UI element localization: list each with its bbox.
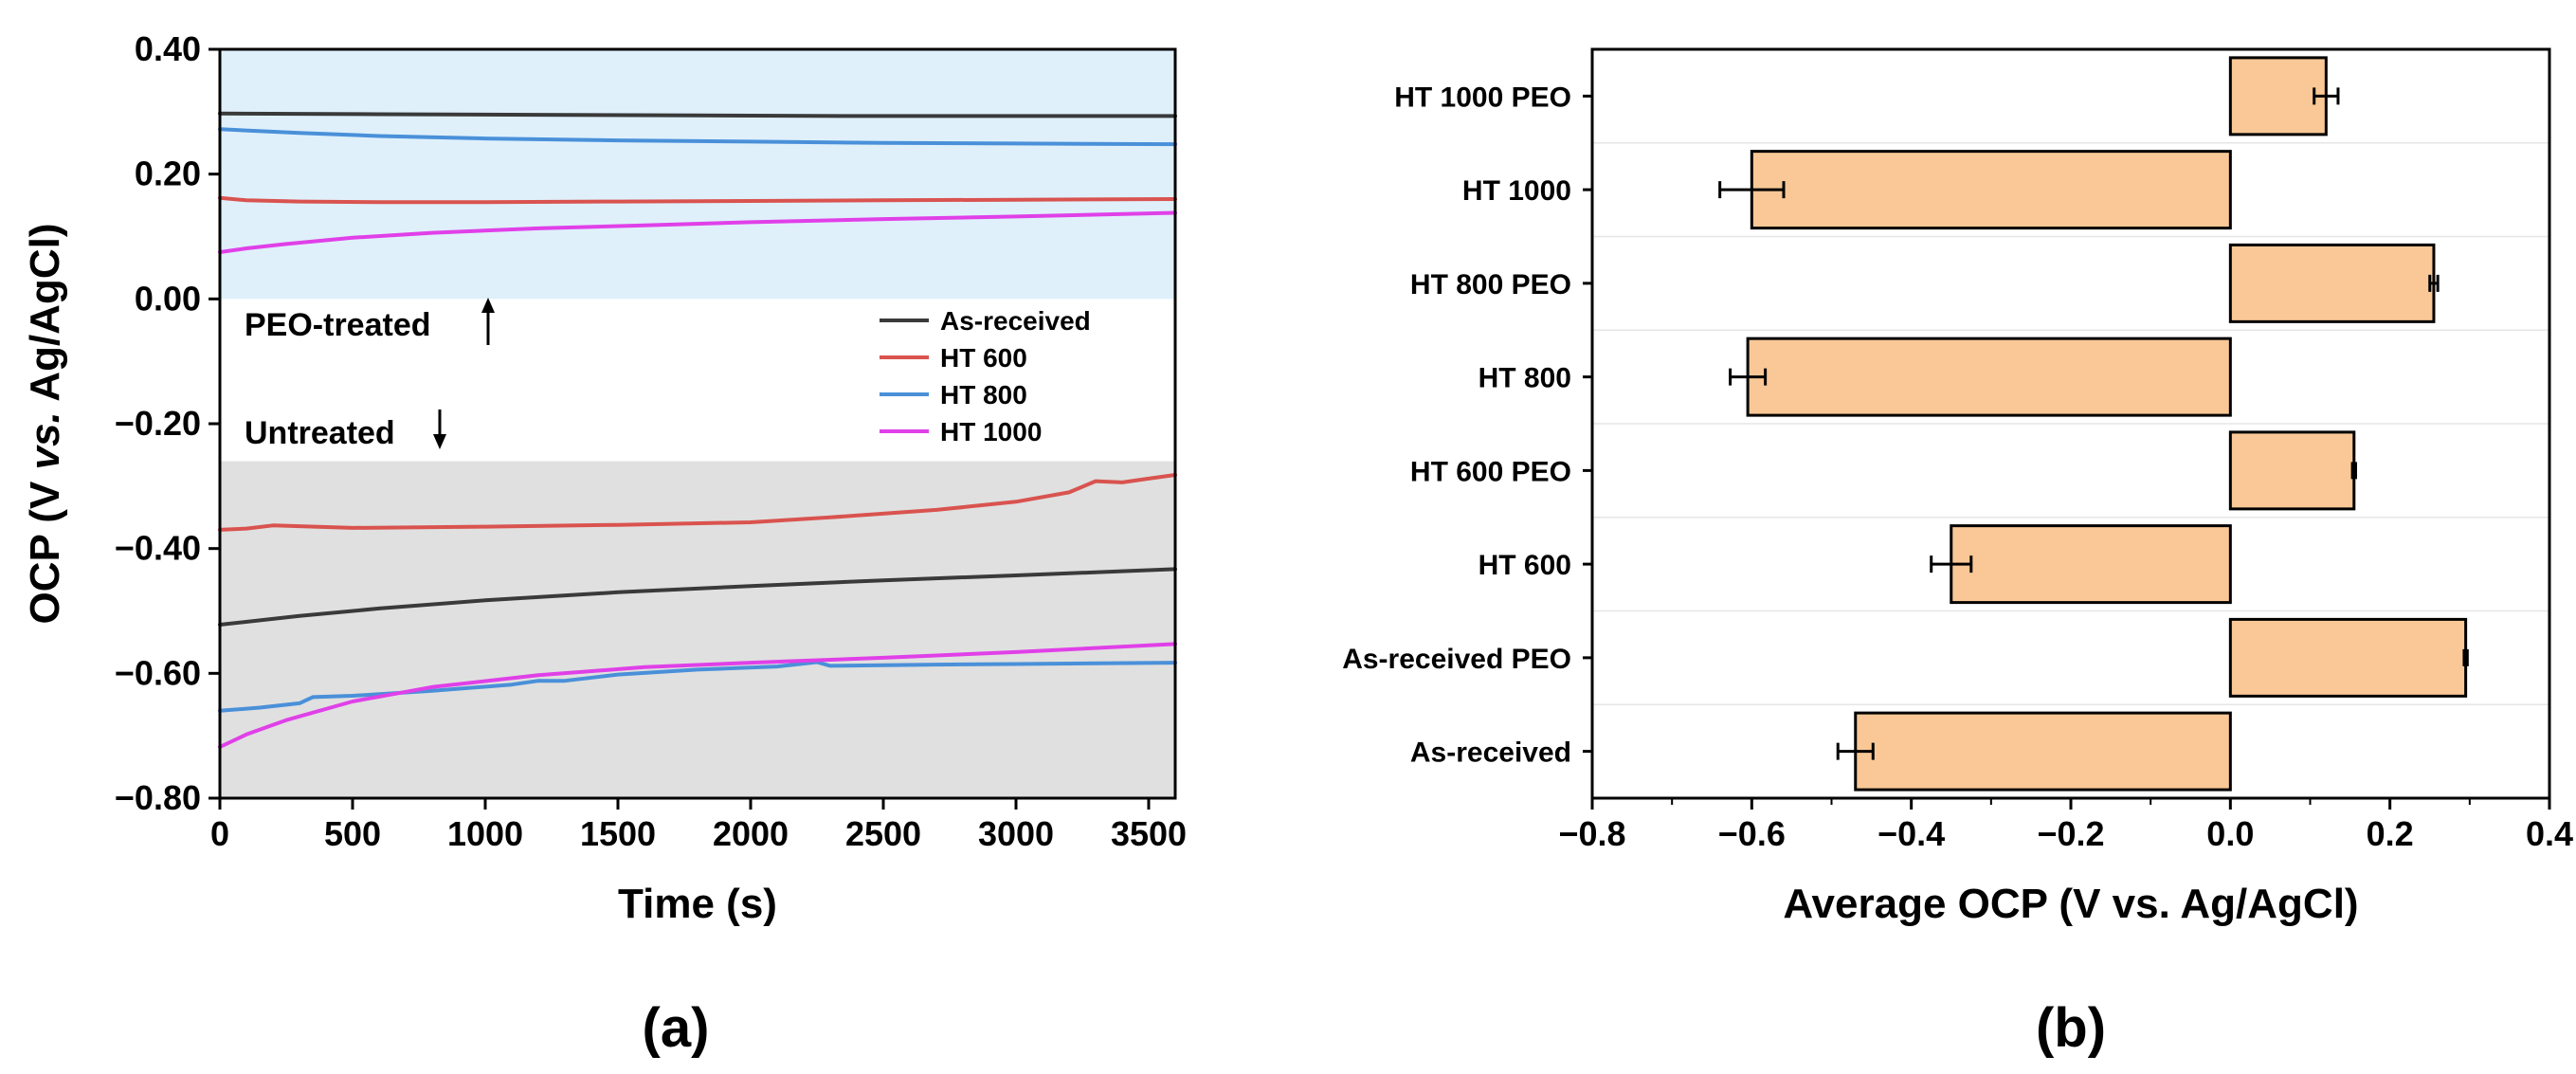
panel-a-line-chart: 0 500 1000 1500 2000 2500 3000 3500 0.40 0.20 0.0…: [22, 29, 1187, 1059]
error-bar-ht-1000-peo: [2313, 87, 2340, 105]
series-ht-600-untreated: [218, 473, 1177, 532]
legend-ht600: HT 600: [940, 343, 1027, 373]
y-label-part-1: OCP (V: [22, 469, 68, 624]
y-tick-label: 0.00: [135, 279, 201, 318]
x-tick-label: −0.8: [1558, 814, 1625, 853]
error-bar-ht-800-peo: [2428, 274, 2440, 292]
error-bar-ht-1000: [1718, 181, 1786, 199]
x-tick-label: 0.0: [2206, 814, 2254, 853]
x-tick-label: 0.4: [2526, 814, 2573, 853]
x-tick-label: 3000: [978, 814, 1054, 853]
category-label-ht-600-peo: HT 600 PEO: [1410, 456, 1571, 487]
panel-label-b: (b): [2036, 997, 2106, 1059]
legend-ht1000: HT 1000: [940, 417, 1042, 446]
bar-ht-600: [1950, 524, 2232, 605]
legend-a: As-received HT 600 HT 800 HT 1000: [880, 306, 1091, 446]
series-as-received-untreated: [218, 567, 1177, 627]
series-ht-600-peo-treated: [218, 195, 1177, 205]
y-label-part-2: Ag/AgCl): [22, 224, 68, 412]
y-label-part-italic: vs.: [22, 411, 68, 469]
y-axis-label-a: OCP (V vs. Ag/AgCl): [22, 224, 68, 625]
bar-ht-800: [1746, 337, 2232, 417]
category-label-as-received: As-received: [1410, 737, 1571, 769]
y-tick-label: −0.60: [115, 653, 201, 692]
x-axis-label-a: Time (s): [618, 881, 777, 927]
series-ht-1000-untreated: [218, 642, 1177, 749]
y-tick-label: −0.40: [115, 529, 201, 568]
legend-ht800: HT 800: [940, 380, 1027, 410]
bar-ht-1000: [1750, 150, 2232, 230]
x-axis-label-b: Average OCP (V vs. Ag/AgCl): [1783, 881, 2358, 927]
bar-ht-600-peo: [2228, 430, 2356, 511]
error-bar-ht-600: [1930, 555, 1973, 573]
x-tick-label: −0.4: [1878, 814, 1945, 853]
bar-as-received: [1854, 711, 2232, 792]
bar-ht-800-peo: [2228, 243, 2436, 323]
error-bar-as-received-peo: [2462, 648, 2469, 666]
category-label-ht-800: HT 800: [1478, 363, 1571, 394]
category-label-as-received-peo: As-received PEO: [1342, 644, 1571, 675]
peo-treated-region: [220, 49, 1175, 300]
y-tick-label: 0.40: [135, 29, 201, 68]
panel-label-a: (a): [643, 997, 710, 1059]
bar-ht-1000-peo: [2228, 56, 2328, 137]
y-tick-label: −0.20: [115, 404, 201, 443]
x-tick-label: 0: [210, 814, 229, 853]
down-arrow-icon: [433, 410, 446, 449]
panel-b-bar-chart: −0.8 −0.6 −0.4 −0.2 0.0 0.2 0.4 HT 1000 PEO HT …: [1342, 47, 2573, 1059]
legend-as-received: As-received: [940, 306, 1091, 336]
y-tick-label: 0.20: [135, 155, 201, 193]
untreated-label: Untreated: [245, 415, 395, 451]
series-ht-1000-peo-treated: [218, 210, 1177, 254]
error-bar-as-received: [1836, 742, 1875, 760]
category-label-ht-1000: HT 1000: [1462, 175, 1571, 207]
category-label-ht-1000-peo: HT 1000 PEO: [1394, 82, 1571, 113]
x-tick-label: 1500: [580, 814, 656, 853]
series-as-received-peo-treated: [218, 111, 1177, 118]
error-bar-ht-800: [1729, 368, 1768, 386]
x-tick-label: 2000: [713, 814, 789, 853]
x-tick-label: −0.2: [2037, 814, 2104, 853]
x-tick-label: 3500: [1111, 814, 1187, 853]
series-ht-800-peo-treated: [218, 127, 1177, 147]
x-tick-label: 500: [324, 814, 381, 853]
category-label-ht-600: HT 600: [1478, 550, 1571, 581]
x-tick-label: 0.2: [2367, 814, 2414, 853]
series-ht-800-untreated: [218, 660, 1177, 713]
error-bar-ht-600-peo: [2350, 462, 2357, 480]
bar-as-received-peo: [2228, 617, 2468, 698]
category-label-ht-800-peo: HT 800 PEO: [1410, 269, 1571, 300]
x-tick-label: −0.6: [1718, 814, 1786, 853]
x-tick-label: 1000: [447, 814, 523, 853]
y-tick-label: −0.80: [115, 778, 201, 817]
up-arrow-icon: [481, 298, 495, 345]
untreated-region: [220, 461, 1175, 798]
peo-treated-label: PEO-treated: [245, 307, 431, 343]
x-tick-label: 2500: [845, 814, 921, 853]
